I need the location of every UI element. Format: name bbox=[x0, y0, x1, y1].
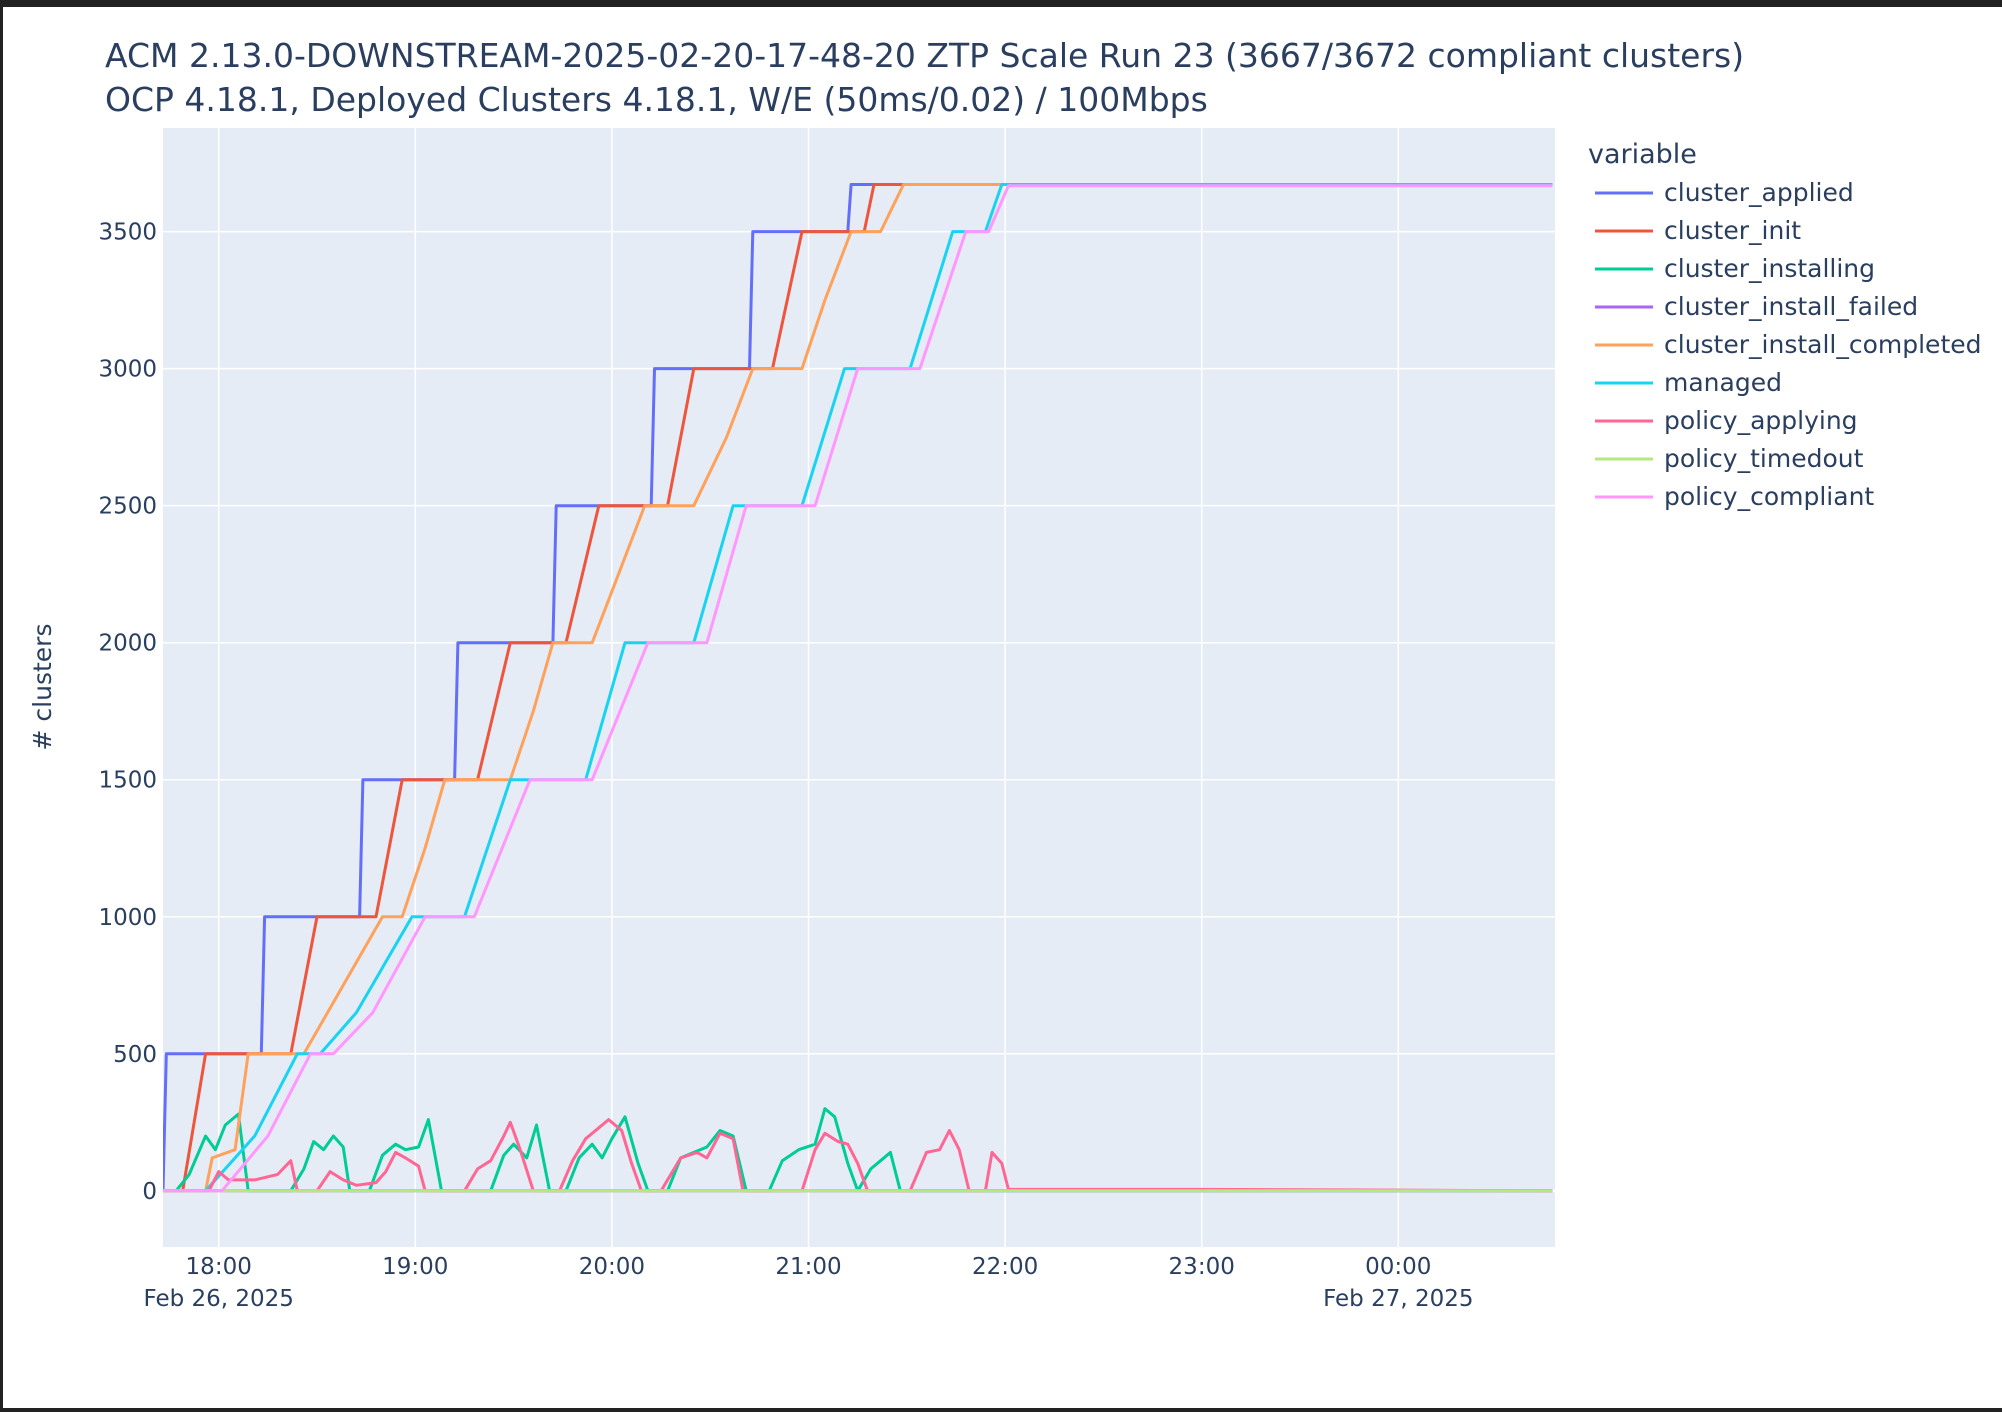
y-tick-label: 2000 bbox=[98, 631, 157, 657]
series-line-managed bbox=[163, 183, 1553, 1193]
x-tick-label: 23:00 bbox=[1169, 1254, 1235, 1280]
y-tick-label: 3500 bbox=[98, 220, 157, 246]
x-tick-label: 18:00 bbox=[186, 1254, 252, 1280]
y-tick-label: 1000 bbox=[98, 905, 157, 931]
legend-item-cluster_installing: cluster_installing bbox=[1664, 254, 1875, 283]
chart-title: ACM 2.13.0-DOWNSTREAM-2025-02-20-17-48-2… bbox=[105, 36, 1744, 75]
series-line-cluster_install_completed bbox=[163, 183, 1553, 1193]
legend-item-policy_compliant: policy_compliant bbox=[1664, 482, 1874, 511]
y-tick-label: 3000 bbox=[98, 357, 157, 383]
legend: cluster_applied cluster_init cluster_insta… bbox=[1595, 178, 1982, 511]
legend-item-cluster_install_failed: cluster_install_failed bbox=[1664, 292, 1918, 321]
legend-item-cluster_install_completed: cluster_install_completed bbox=[1664, 330, 1982, 359]
legend-item-cluster_applied: cluster_applied bbox=[1664, 178, 1854, 207]
plot-area bbox=[163, 128, 1555, 1247]
legend-item-cluster_init: cluster_init bbox=[1664, 216, 1801, 245]
x-tick-label: 19:00 bbox=[382, 1254, 448, 1280]
series-line-policy_applying bbox=[163, 1118, 1553, 1193]
series-line-policy_compliant bbox=[163, 184, 1553, 1193]
x-tick-date-label: Feb 26, 2025 bbox=[143, 1286, 293, 1312]
window-frame-bottom bbox=[0, 1408, 2002, 1412]
gridlines bbox=[163, 128, 1555, 1247]
y-tick-label: 500 bbox=[113, 1042, 157, 1068]
y-tick-label: 0 bbox=[142, 1179, 157, 1205]
legend-item-policy_applying: policy_applying bbox=[1664, 406, 1858, 435]
y-tick-label: 1500 bbox=[98, 768, 157, 794]
series-lines bbox=[163, 183, 1553, 1193]
x-tick-label: 20:00 bbox=[579, 1254, 645, 1280]
axis-ticks: 0 500 1000 1500 2000 2500 3000 3500 18:00 Feb 26,… bbox=[98, 220, 1473, 1312]
legend-item-policy_timedout: policy_timedout bbox=[1664, 444, 1864, 473]
legend-item-managed: managed bbox=[1664, 368, 1782, 397]
y-axis-label: # clusters bbox=[28, 624, 57, 751]
window-frame-left bbox=[0, 0, 3, 1412]
x-tick-label: 21:00 bbox=[775, 1254, 841, 1280]
x-tick-label: 00:00 bbox=[1365, 1254, 1431, 1280]
x-tick-date-label: Feb 27, 2025 bbox=[1323, 1286, 1473, 1312]
chart-subtitle: OCP 4.18.1, Deployed Clusters 4.18.1, W/… bbox=[105, 80, 1208, 119]
x-tick-label: 22:00 bbox=[972, 1254, 1038, 1280]
y-tick-label: 2500 bbox=[98, 494, 157, 520]
legend-title: variable bbox=[1588, 139, 1697, 170]
window-frame-top bbox=[0, 0, 2002, 7]
